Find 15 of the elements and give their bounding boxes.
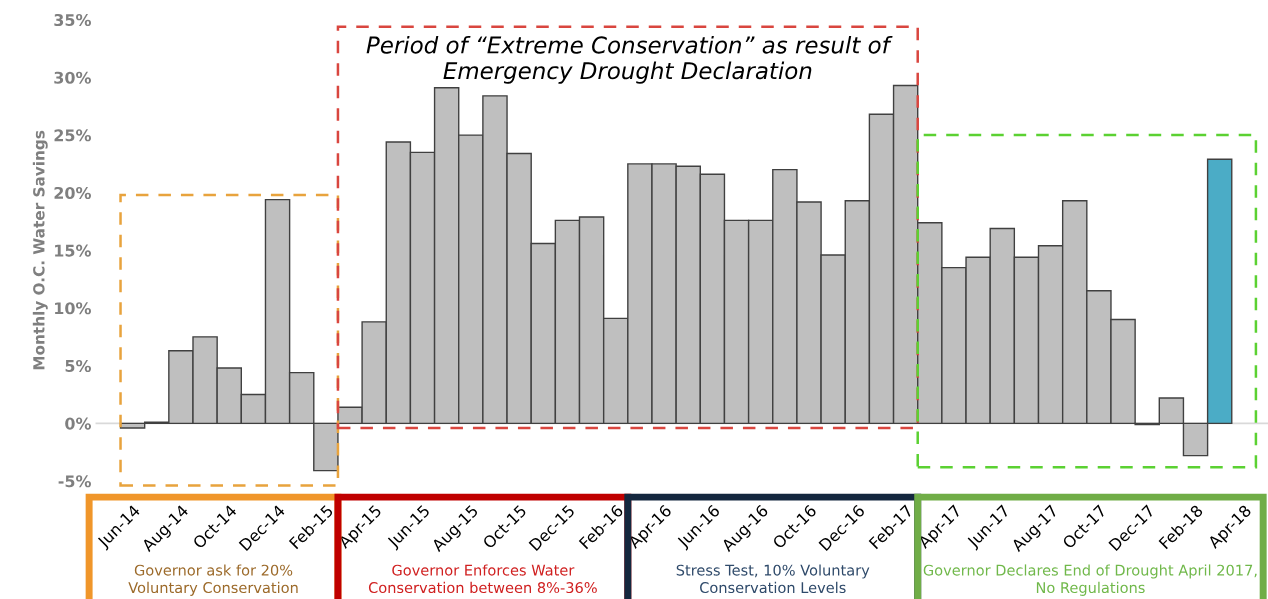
text: Governor Declares End of Drought April 2017, No Regulations xyxy=(923,564,1257,596)
y-tick-label: -5% xyxy=(58,475,91,488)
y-tick-label: 15% xyxy=(55,244,91,257)
y-tick-label: 25% xyxy=(54,129,91,142)
y-tick-label: 5% xyxy=(65,359,91,372)
text: Stress Test, 10% Voluntary Conservation Levels xyxy=(676,564,870,594)
y-tick-label: 35% xyxy=(54,13,91,27)
y-tick-label: 30% xyxy=(54,71,91,84)
text: Governor Enforces Water Conservation between 8%-36% xyxy=(368,564,597,594)
text: Governor ask for 20% Voluntary Conservation xyxy=(128,564,298,596)
annotation: Period of “Extreme Conservation” as result of Emergency Drought Declaration xyxy=(366,35,893,84)
y-tick-label: 0% xyxy=(65,417,91,430)
y-tick-label: 20% xyxy=(54,186,91,200)
y-axis-title: Monthly O.C. Water Savings xyxy=(32,130,48,370)
y-tick-label: 10% xyxy=(55,302,91,315)
